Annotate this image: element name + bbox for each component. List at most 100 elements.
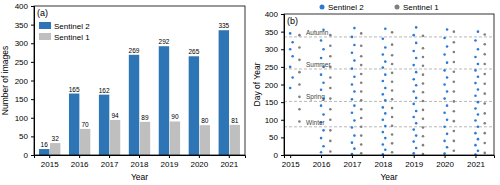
point [443,69,446,72]
x-axis-line [35,156,246,159]
point [415,97,418,100]
point [351,83,354,86]
y-tick-mark [281,102,284,103]
point [446,61,449,64]
point [422,144,425,147]
point [384,99,387,102]
point [291,41,294,44]
bar [200,125,210,155]
point [446,118,449,121]
season-label: Summer [306,61,331,68]
x-tick: 2015 [282,155,300,169]
point [477,149,480,152]
x-tick-label: 2020 [436,160,454,169]
point [453,51,456,54]
y-tick-label: 50 [269,133,278,142]
point [320,73,323,76]
panel-label: (b) [287,16,298,26]
point [483,122,486,125]
season-line [284,68,494,69]
x-tick-mark [229,155,230,158]
bar [110,120,120,155]
y-tick-label: 200 [265,81,279,90]
point [477,113,480,116]
bar [170,121,180,155]
point [415,147,418,150]
point [329,97,332,100]
bar [50,143,60,155]
y-tick-mark [31,81,34,82]
point [289,32,292,35]
bar [80,129,90,155]
y-tick: 300 [265,45,284,54]
y-tick-mark [281,85,284,86]
legend-marker [395,5,400,10]
x-tick: 2019 [161,155,179,169]
x-axis-title: Year [131,172,148,182]
point [474,132,477,135]
point [483,132,486,135]
point [351,98,354,101]
point [353,147,356,150]
point [353,44,356,47]
data-label: 265 [188,48,199,55]
point [351,67,354,70]
season-line [284,126,494,127]
data-label: 89 [141,114,149,121]
point [291,76,294,79]
y-tick-mark [31,136,34,137]
point [412,116,415,119]
point [360,108,363,111]
point [474,82,477,85]
y-tick: 250 [265,63,284,72]
y-tick-mark [31,155,34,156]
point [422,126,425,129]
point [329,44,332,47]
point [446,28,449,31]
x-tick-label: 2015 [41,160,59,169]
point [422,91,425,94]
point [382,143,385,146]
point [391,116,394,119]
point [298,83,301,86]
point [391,98,394,101]
x-tick-label: 2020 [190,160,208,169]
point [360,117,363,120]
y-tick-mark [31,6,34,7]
point [391,43,394,46]
x-tick-mark [383,155,384,158]
y-tick-mark [281,120,284,121]
point [415,42,418,45]
point [412,64,415,67]
point [453,90,456,93]
y-tick: 150 [15,95,34,104]
point [422,82,425,85]
point [412,50,415,53]
point [298,120,301,123]
point [384,112,387,115]
point [298,34,301,37]
point [298,96,301,99]
y-tick: 400 [15,2,34,11]
point [422,56,425,59]
legend-entry: Sentinel 1 [395,3,440,12]
point [353,27,356,30]
y-tick-mark [281,137,284,138]
point [384,87,387,90]
point [353,104,356,107]
point [382,37,385,40]
point [320,137,323,140]
point [391,72,394,75]
point [320,88,323,91]
point [391,133,394,136]
y-tick-label: 300 [15,39,29,48]
point [384,46,387,49]
bar [69,94,79,155]
point [477,126,480,129]
annotations: WinterSpringSummerAutumn [306,29,331,126]
point [329,76,332,79]
x-tick-label: 2021 [467,160,485,169]
point [453,61,456,64]
x-tick: 2019 [405,155,423,169]
x-tick: 2021 [467,155,485,169]
